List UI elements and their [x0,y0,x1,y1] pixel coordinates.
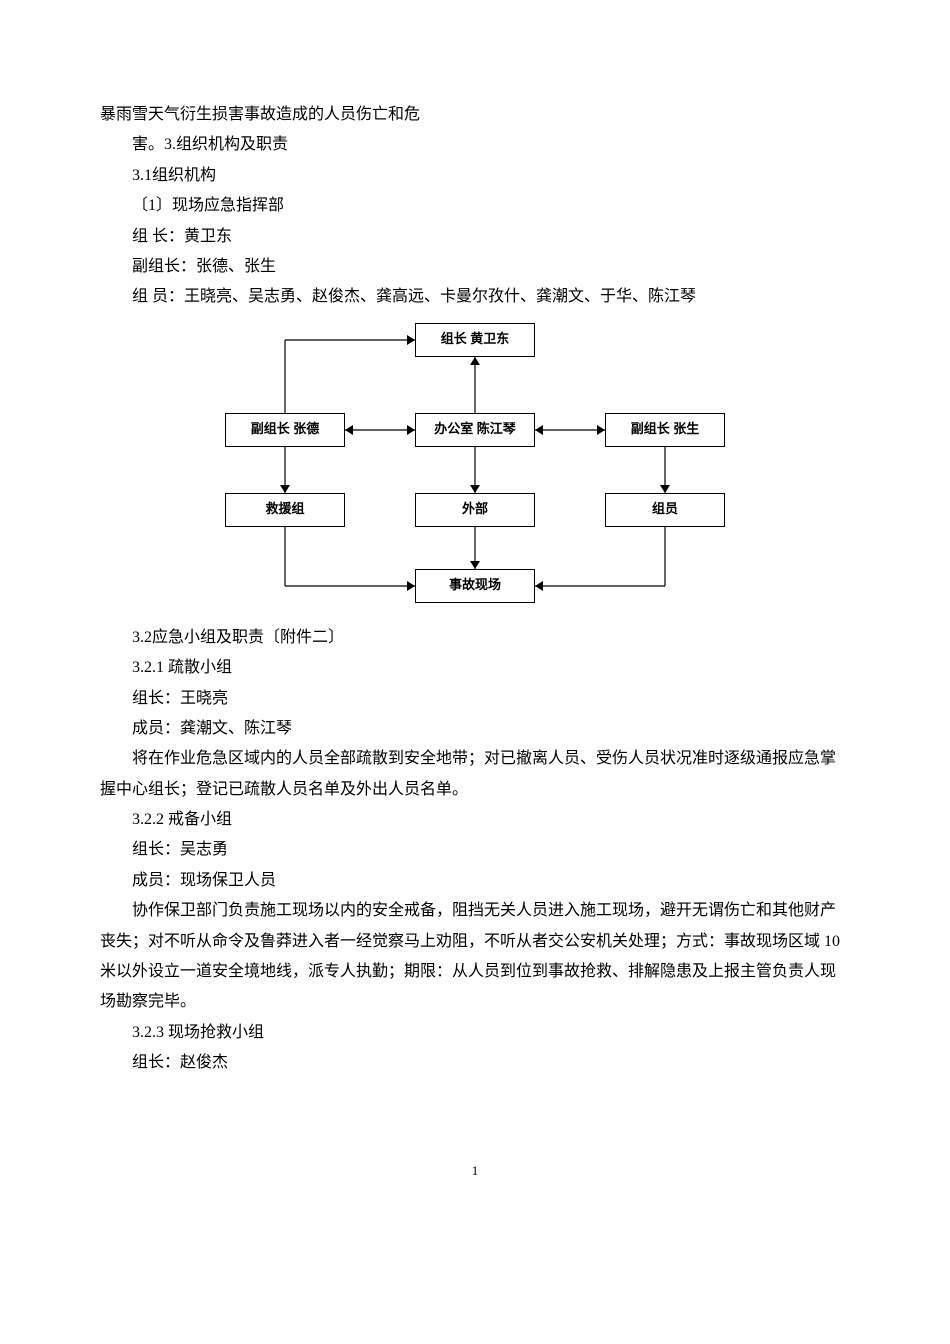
chart-node: 外部 [415,493,535,527]
chart-node: 副组长 张生 [605,413,725,447]
body-text: 组 员：王晓亮、吴志勇、赵俊杰、龚高远、卡曼尔孜什、龚潮文、于华、陈江琴 [100,282,850,312]
body-text: 3.2.1 疏散小组 [100,653,850,683]
chart-node: 组长 黄卫东 [415,323,535,357]
body-text: 成员：现场保卫人员 [100,866,850,896]
chart-node: 副组长 张德 [225,413,345,447]
body-text: 害。3.组织机构及职责 [100,130,850,160]
body-text: 3.2.3 现场抢救小组 [100,1018,850,1048]
chart-node: 事故现场 [415,569,535,603]
body-text: 组 长：黄卫东 [100,222,850,252]
chart-node: 组员 [605,493,725,527]
org-chart: 组长 黄卫东副组长 张德 办公室 陈江琴 副组长 张生救援组 外部 组员事故现场 [195,323,755,603]
body-text: 副组长：张德、张生 [100,252,850,282]
body-text: 协作保卫部门负责施工现场以内的安全戒备，阻挡无关人员进入施工现场，避开无谓伤亡和… [100,896,850,1018]
body-text: 3.2.2 戒备小组 [100,805,850,835]
chart-node: 救援组 [225,493,345,527]
body-text: 组长：吴志勇 [100,835,850,865]
body-text: 暴雨雪天气衍生损害事故造成的人员伤亡和危 [100,100,850,130]
chart-node: 办公室 陈江琴 [415,413,535,447]
body-text: 组长：赵俊杰 [100,1048,850,1078]
body-text: 将在作业危急区域内的人员全部疏散到安全地带；对已撤离人员、受伤人员状况准时逐级通… [100,744,850,805]
body-text: 3.2应急小组及职责〔附件二〕 [100,623,850,653]
body-text: 〔1〕现场应急指挥部 [100,191,850,221]
body-text: 组长：王晓亮 [100,684,850,714]
chart-lines [195,323,755,603]
body-text: 成员：龚潮文、陈江琴 [100,714,850,744]
body-text: 3.1组织机构 [100,161,850,191]
page-number: 1 [100,1159,850,1184]
document-page: 暴雨雪天气衍生损害事故造成的人员伤亡和危 害。3.组织机构及职责 3.1组织机构… [0,0,950,1243]
